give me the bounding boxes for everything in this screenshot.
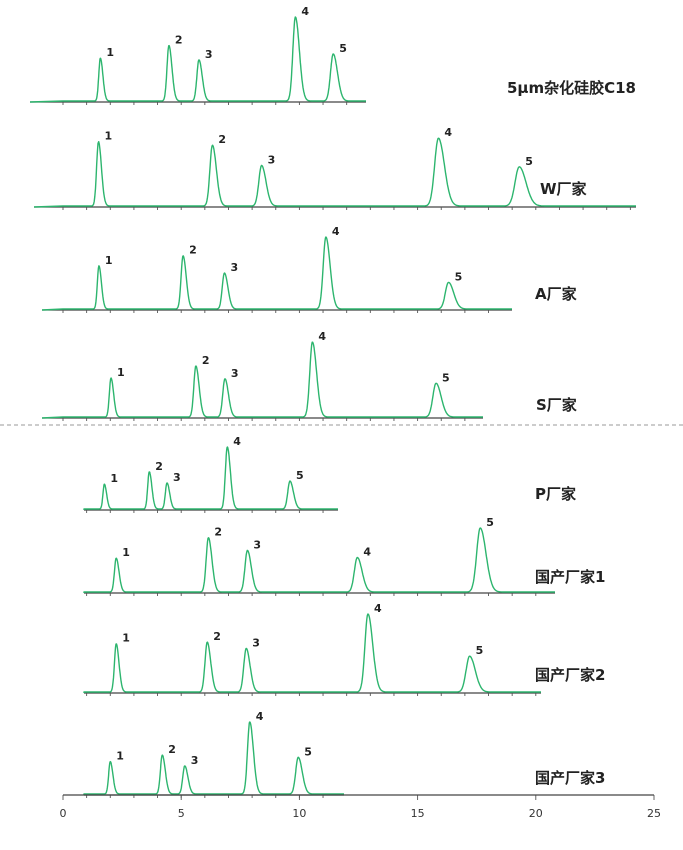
panel-baseline: [84, 692, 541, 696]
peak-label: 4: [318, 330, 326, 343]
peak-label: 5: [476, 644, 484, 657]
column-label: A厂家: [535, 285, 577, 303]
peak-label: 1: [104, 130, 112, 143]
panel-baseline: [42, 417, 483, 421]
column-label: 5μm杂化硅胶C18: [507, 79, 636, 97]
chromatogram-panel: 1 2 3 4 5 5μm杂化硅胶C18: [29, 5, 636, 105]
column-label: S厂家: [536, 396, 577, 414]
peak-label: 2: [168, 743, 176, 756]
peak-label: 3: [173, 471, 181, 484]
peak-label: 4: [444, 126, 452, 139]
panel-baseline: [84, 509, 338, 513]
peak-label: 1: [117, 366, 125, 379]
peak-label: 4: [256, 710, 264, 723]
chromatogram-panel: 1 2 3 4 5 S厂家: [41, 330, 577, 421]
peak-label: 1: [116, 750, 124, 763]
peak-label: 1: [106, 46, 114, 59]
peak-label: 4: [374, 602, 382, 615]
peak-label: 5: [455, 270, 463, 283]
x-axis-ticks: 0 5 10 15 20 25: [60, 794, 661, 820]
peak-label: 1: [105, 254, 113, 267]
peak-label: 2: [202, 354, 210, 367]
chromatogram-trace: [83, 527, 556, 593]
peak-label: 2: [155, 460, 163, 473]
peak-label: 1: [122, 546, 130, 559]
peak-label: 3: [191, 754, 199, 767]
peak-label: 2: [218, 133, 226, 146]
chromatogram-panel: 1 2 3 4 5 国产厂家3: [83, 710, 605, 798]
x-tick-label: 10: [292, 807, 306, 820]
chromatogram-trace: [83, 446, 339, 510]
peak-label: 3: [252, 636, 260, 649]
peak-label: 4: [301, 5, 309, 18]
chromatogram-trace: [41, 341, 484, 419]
panel-baseline: [34, 206, 636, 210]
peak-label: 3: [268, 153, 276, 166]
peak-label: 1: [122, 632, 130, 645]
peak-label: 3: [230, 261, 238, 274]
panel-baseline: [42, 309, 512, 313]
peak-label: 5: [339, 42, 347, 55]
x-tick-label: 0: [60, 807, 67, 820]
chromatogram-trace: [41, 236, 513, 311]
x-tick-label: 25: [647, 807, 661, 820]
column-label: 国产厂家2: [535, 666, 605, 684]
panel-baseline: [84, 592, 555, 596]
peak-label: 3: [253, 538, 261, 551]
peak-label: 2: [189, 244, 197, 257]
chromatogram-panel: 1 2 3 4 5 W厂家: [33, 126, 637, 210]
panel-baseline: [30, 101, 366, 105]
column-label: P厂家: [535, 485, 576, 503]
peak-label: 5: [525, 155, 533, 168]
chromatogram-panel: 1 2 3 4 5 国产厂家2: [83, 602, 605, 696]
x-tick-label: 20: [529, 807, 543, 820]
column-label: 国产厂家3: [535, 769, 605, 787]
peak-label: 4: [332, 225, 340, 238]
chromatogram-trace: [83, 613, 542, 693]
column-label: W厂家: [540, 180, 587, 198]
chromatogram-panel: 1 2 3 4 5 A厂家: [41, 225, 577, 313]
chromatogram-trace: [83, 721, 345, 795]
chromatogram-trace: [33, 137, 637, 208]
peak-label: 3: [231, 367, 239, 380]
peak-label: 1: [110, 472, 118, 485]
peak-label: 5: [442, 371, 450, 384]
peak-label: 4: [363, 545, 371, 558]
peak-label: 2: [214, 526, 222, 539]
peak-label: 5: [296, 469, 304, 482]
peak-label: 5: [486, 516, 494, 529]
peak-label: 5: [304, 745, 312, 758]
peak-label: 3: [205, 48, 213, 61]
chromatogram-trace: [29, 16, 367, 103]
x-tick-label: 15: [411, 807, 425, 820]
peak-label: 2: [213, 630, 221, 643]
chromatogram-panel: 1 2 3 4 5 国产厂家1: [83, 516, 605, 596]
x-tick-label: 5: [178, 807, 185, 820]
peak-label: 4: [233, 435, 241, 448]
peak-label: 2: [175, 34, 183, 47]
column-label: 国产厂家1: [535, 568, 605, 586]
